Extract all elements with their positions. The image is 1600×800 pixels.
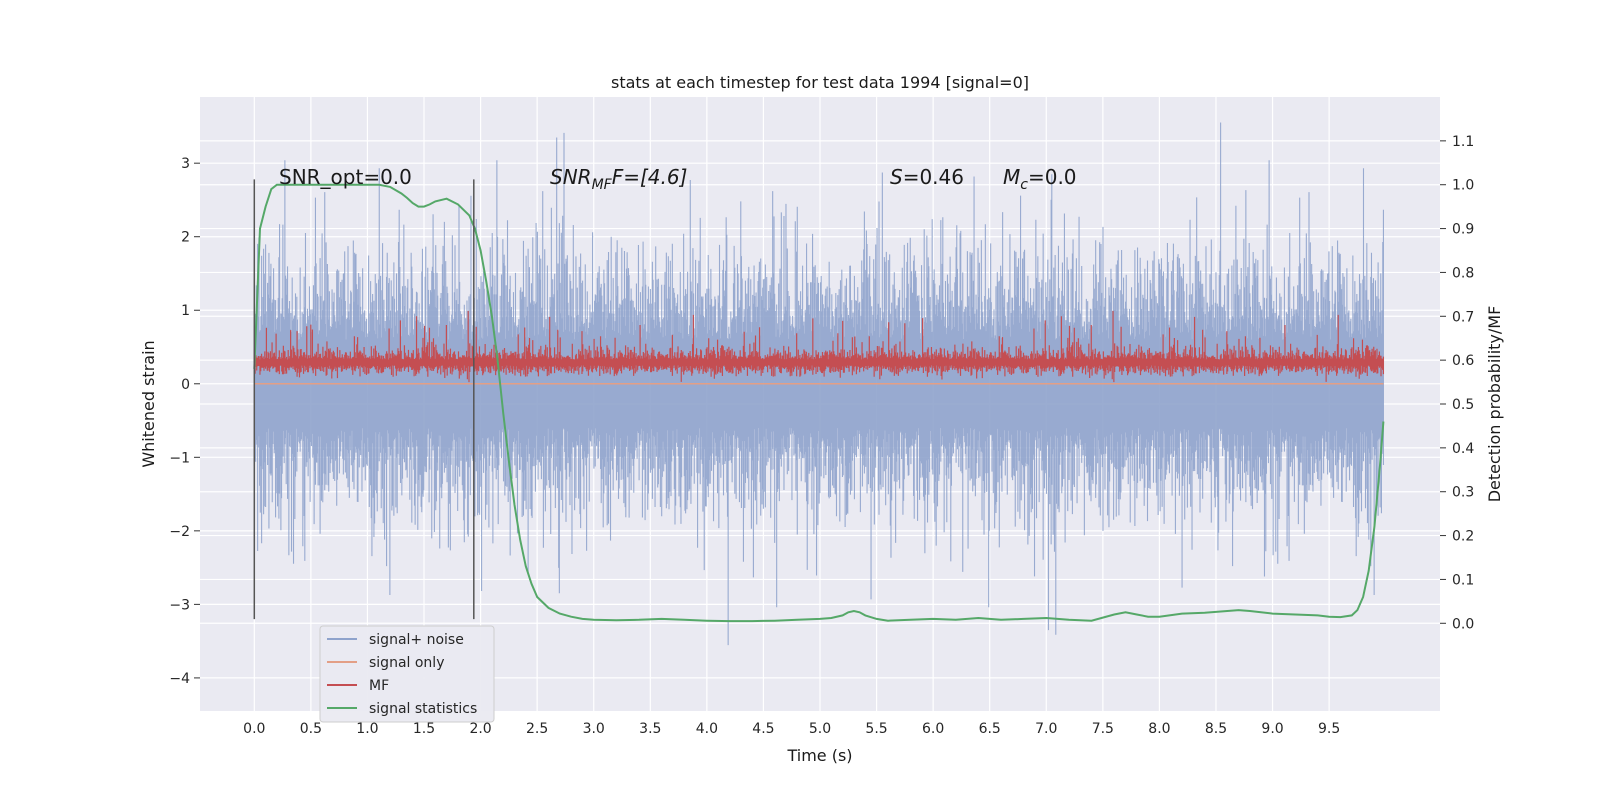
x-tick-label: 2.0 [469,721,491,737]
y-tick-label-left: −2 [169,524,190,540]
x-tick-label: 2.5 [526,721,548,737]
x-tick-label: 5.5 [865,721,887,737]
y-tick-label-right: 0.8 [1452,265,1474,281]
y-tick-label-right: 1.0 [1452,178,1474,194]
y-tick-label-left: −4 [169,671,190,687]
y-axis-left-label: Whitened strain [139,340,158,467]
x-tick-label: 5.0 [809,721,831,737]
y-tick-label-right: 0.1 [1452,572,1474,588]
y-tick-label-right: 0.3 [1452,485,1474,501]
x-tick-label: 3.0 [583,721,605,737]
annotation-snr-mf: SNRMFF=[4.6] [550,165,687,193]
annotation-snr-mf-sub: MF [592,177,613,193]
x-tick-label: 6.0 [922,721,944,737]
x-tick-label: 3.5 [639,721,661,737]
annotation-mc-label: M [1003,165,1020,189]
annotation-mc-sub: c [1020,177,1028,193]
y-tick-label-right: 0.2 [1452,529,1474,545]
legend-box [319,625,495,723]
x-tick-label: 4.5 [752,721,774,737]
annotation-s-value: =0.46 [903,165,964,189]
y-tick-label-right: 0.4 [1452,441,1474,457]
legend-label-signal-only: signal only [369,655,444,671]
x-tick-label: 6.5 [979,721,1001,737]
x-axis-ticks: 0.0 0.5 1.0 1.5 2.0 2.5 3.0 3.5 4.0 4.5 5.0 5.5 6.0 6… [243,721,1340,737]
x-tick-label: 7.5 [1092,721,1114,737]
y-tick-label-left: −3 [169,597,190,613]
chart-title: stats at each timestep for test data 199… [611,73,1029,92]
y-tick-label-left: −1 [169,450,190,466]
y-axis-right-ticks: 1.1 1.0 0.9 0.8 0.7 0.6 0.5 0.4 0.3 0.2 0.1 0.0 [1440,134,1474,632]
annotation-snr-mf-rest: F=[4.6] [612,165,688,189]
y-tick-label-right: 0.6 [1452,353,1474,369]
x-tick-label: 8.0 [1148,721,1170,737]
legend-label-mf: MF [369,678,389,694]
x-tick-label: 7.0 [1035,721,1057,737]
y-axis-right-label: Detection probability/MF [1485,306,1504,503]
annotation-s-label: S [890,165,903,189]
y-tick-label-left: 2 [181,230,190,246]
annotation-s: S=0.46 [890,165,964,189]
x-tick-label: 1.0 [356,721,378,737]
legend-label-signal-statistics: signal statistics [369,701,477,717]
y-tick-label-right: 1.1 [1452,134,1474,150]
y-tick-label-right: 0.0 [1452,616,1474,632]
signal-statistics-line [253,183,1385,623]
window-markers [253,179,475,620]
y-tick-label-left: 0 [181,377,190,393]
annotation-snr-mf-main: SNR [550,165,592,189]
legend: signal+ noise signal only MF signal stat… [319,625,495,723]
x-axis-label: Time (s) [786,746,852,765]
y-tick-label-left: 1 [181,303,190,319]
y-tick-label-right: 0.9 [1452,222,1474,238]
series-signal-statistics [253,183,1385,623]
y-tick-label-right: 0.7 [1452,309,1474,325]
annotation-mc-value: =0.0 [1028,165,1077,189]
x-tick-label: 0.5 [300,721,322,737]
x-tick-label: 0.0 [243,721,265,737]
y-tick-label-right: 0.5 [1452,397,1474,413]
x-tick-label: 4.0 [696,721,718,737]
annotation-mc: Mc=0.0 [1003,165,1077,193]
annotation-snr-opt: SNR_opt=0.0 [279,165,412,189]
x-tick-label: 9.0 [1261,721,1283,737]
x-tick-label: 8.5 [1205,721,1227,737]
y-axis-left-ticks: 3 2 1 0 −1 −2 −3 −4 [169,156,200,687]
x-tick-label: 9.5 [1318,721,1340,737]
y-tick-label-left: 3 [181,156,190,172]
x-tick-label: 1.5 [413,721,435,737]
legend-label-signal-noise: signal+ noise [369,632,464,648]
